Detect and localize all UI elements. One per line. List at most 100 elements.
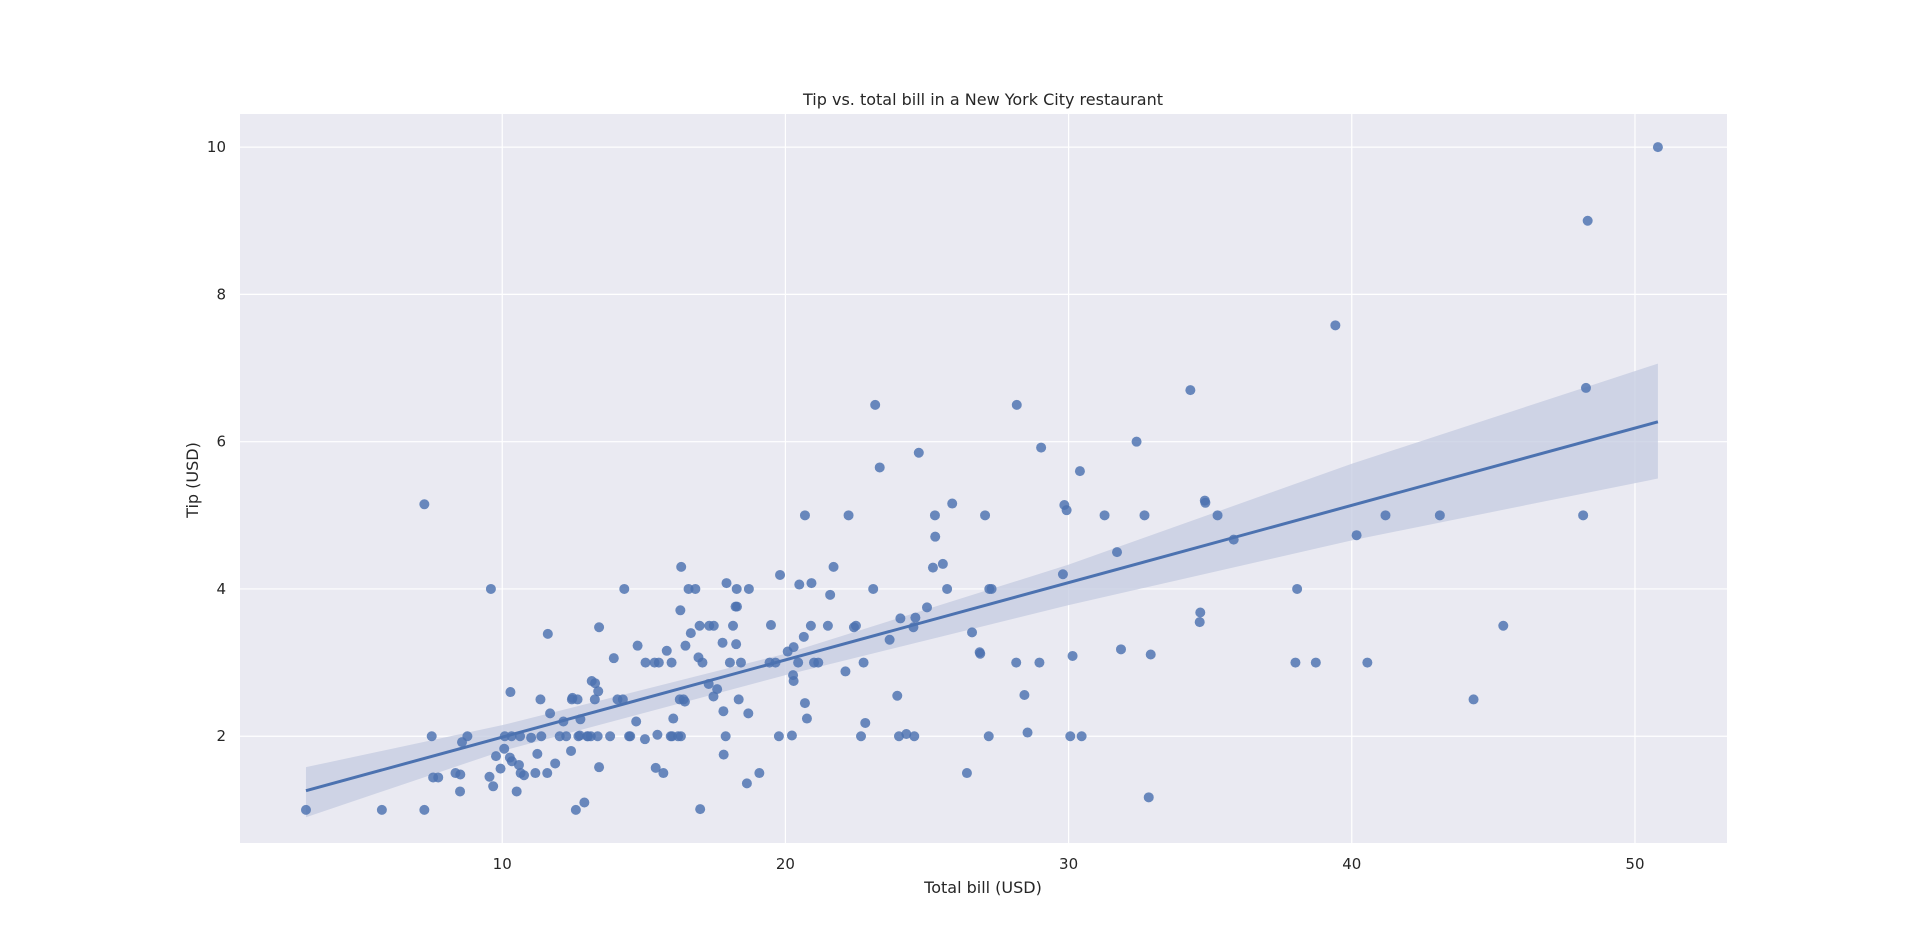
data-point (805, 620, 816, 631)
data-point (590, 678, 601, 689)
data-point (545, 708, 556, 719)
data-point (594, 762, 605, 773)
data-point (775, 569, 786, 580)
data-point (530, 768, 541, 779)
data-point (650, 762, 661, 773)
data-point (1145, 649, 1156, 660)
data-points (300, 142, 1663, 815)
data-point (542, 768, 553, 779)
data-point (856, 731, 867, 742)
data-point (1290, 657, 1301, 668)
data-point (535, 694, 546, 705)
data-point (717, 637, 728, 648)
x-tick-label: 40 (1342, 855, 1361, 873)
y-tick-label: 6 (216, 433, 226, 451)
data-point (909, 731, 920, 742)
data-point (570, 804, 581, 815)
data-point (679, 696, 690, 707)
data-point (825, 589, 836, 600)
data-point (901, 729, 912, 740)
data-point (870, 399, 881, 410)
data-point (1652, 142, 1663, 153)
data-point (694, 620, 705, 631)
data-point (592, 731, 603, 742)
data-point (1074, 466, 1085, 477)
data-point (1036, 442, 1047, 453)
data-point (975, 648, 986, 659)
y-tick-label: 2 (216, 727, 226, 745)
data-point (731, 601, 742, 612)
chart-title: Tip vs. total bill in a New York City re… (802, 90, 1163, 109)
data-point (708, 620, 719, 631)
data-point (574, 730, 585, 741)
data-point (499, 743, 510, 754)
data-point (608, 653, 619, 664)
data-point (1212, 510, 1223, 521)
regression-line (305, 420, 1659, 793)
y-axis-label: Tip (USD) (183, 442, 202, 519)
data-point (455, 769, 466, 780)
data-point (1034, 657, 1045, 668)
data-point (868, 583, 879, 594)
data-point (605, 731, 616, 742)
data-point (666, 657, 677, 668)
data-point (376, 804, 387, 815)
data-point (490, 751, 501, 762)
data-point (631, 716, 642, 727)
data-point (850, 620, 861, 631)
data-point (773, 731, 784, 742)
data-point (731, 639, 742, 650)
data-point (661, 645, 672, 656)
data-point (961, 768, 972, 779)
data-point (619, 583, 630, 594)
regression-line-group (305, 420, 1659, 793)
confidence-band-area (305, 363, 1658, 818)
data-point (798, 631, 809, 642)
data-point (942, 583, 953, 594)
data-point (927, 562, 938, 573)
data-point (594, 622, 605, 633)
data-point (735, 657, 746, 668)
data-point (675, 605, 686, 616)
data-point (640, 657, 651, 668)
data-point (1067, 650, 1078, 661)
data-point (300, 804, 311, 815)
data-point (695, 804, 706, 815)
data-point (1380, 510, 1391, 521)
data-point (910, 612, 921, 623)
data-point (913, 447, 924, 458)
data-point (632, 640, 643, 651)
data-point (658, 768, 669, 779)
data-point (484, 771, 495, 782)
data-point (513, 759, 524, 770)
data-point (1362, 657, 1373, 668)
data-point (793, 657, 804, 668)
data-point (721, 578, 732, 589)
data-point (653, 657, 664, 668)
data-point (1022, 727, 1033, 738)
data-point (1330, 320, 1341, 331)
data-point (801, 713, 812, 724)
data-point (895, 613, 906, 624)
data-point (1292, 583, 1303, 594)
data-point (980, 510, 991, 521)
data-point (697, 657, 708, 668)
data-point (718, 706, 729, 717)
data-point (593, 686, 604, 697)
data-point (419, 804, 430, 815)
data-point (724, 657, 735, 668)
data-point (1580, 382, 1591, 393)
data-point (712, 684, 723, 695)
data-point (1065, 731, 1076, 742)
y-tick-label: 10 (207, 138, 226, 156)
data-point (922, 602, 933, 613)
data-point (526, 732, 537, 743)
data-point (1195, 607, 1206, 618)
data-point (930, 531, 941, 542)
data-point (874, 462, 885, 473)
data-point (743, 583, 754, 594)
data-point (733, 694, 744, 705)
x-tick-labels: 10 20 30 40 50 (493, 855, 1645, 873)
data-point (536, 731, 547, 742)
